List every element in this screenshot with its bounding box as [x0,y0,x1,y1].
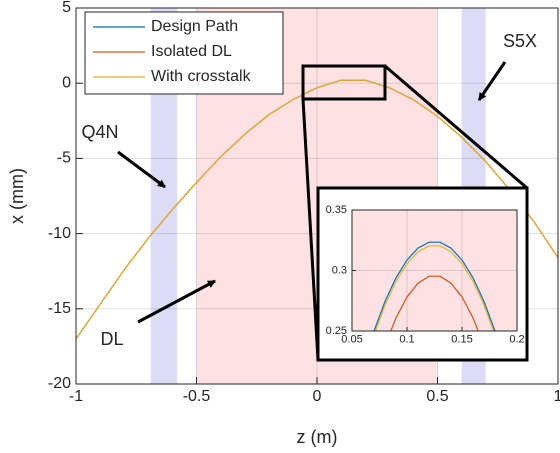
inset-axes: 0.05 0.1 0.15 0.2 0.25 0.3 0.35 [326,204,525,346]
y-tick-label: -20 [48,375,71,392]
series-line [373,241,496,331]
y-tick-label: -5 [57,150,71,167]
x-tick-label: 0.1 [399,334,414,346]
legend-box [84,11,284,95]
axes-frame [351,209,518,332]
zoom-box [301,64,387,101]
arrow [137,279,216,324]
axes-frame [75,7,559,385]
zoom-connector [301,98,320,361]
legend-label: With crosstalk [151,68,252,85]
arrow [117,150,166,189]
annotation: S5X [503,31,537,51]
legend-label: Design Path [151,18,238,35]
y-tick-label: 5 [62,0,71,16]
series-line [390,275,479,331]
x-tick-label: 1 [554,388,560,405]
x-tick-label: 0.05 [341,334,362,346]
plot-area [352,210,517,331]
x-axis-label: z (m) [297,427,338,447]
annotation: Q4N [81,122,118,142]
annotation: DL [100,329,123,349]
arrows [117,61,507,324]
series-line [374,245,495,331]
x-tick-label: 0.5 [426,388,448,405]
y-tick-label: 0.3 [332,264,347,276]
x-tick-label: 0.2 [509,334,524,346]
region-band [352,210,517,331]
y-tick-label: -15 [48,300,71,317]
zoom-connector [384,64,528,190]
y-tick-label: -10 [48,225,71,242]
y-tick-label: 0.35 [326,204,347,216]
series-line [76,79,558,340]
legend-label: Isolated DL [151,43,232,60]
arrow [477,61,507,101]
y-tick-label: 0.25 [326,325,347,337]
x-tick-label: 0.15 [451,334,472,346]
x-tick-label: -0.5 [183,388,211,405]
x-tick-label: -1 [69,388,83,405]
x-tick-label: 0 [313,388,322,405]
y-tick-label: 0 [62,74,71,91]
y-axis-label: x (mm) [7,168,27,224]
legend: Design Path Isolated DL With crosstalk [84,11,284,95]
